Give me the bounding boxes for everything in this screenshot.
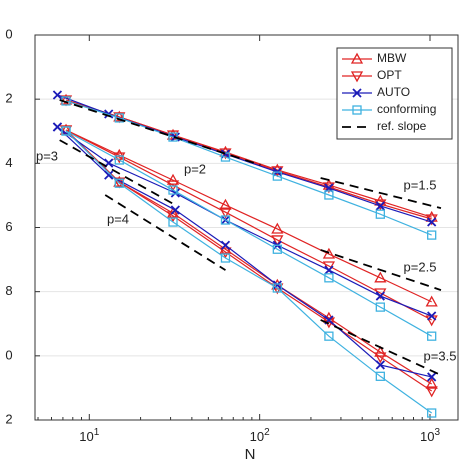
marker (427, 408, 437, 418)
annotation: p=3 (36, 148, 58, 163)
marker (272, 280, 282, 290)
marker (375, 371, 385, 381)
marker (219, 247, 232, 259)
marker (324, 331, 334, 341)
marker (271, 222, 284, 234)
marker (114, 113, 124, 123)
marker (352, 105, 362, 115)
annotation: p=1.5 (404, 177, 437, 192)
marker (61, 126, 71, 136)
marker (220, 253, 231, 263)
marker (170, 205, 180, 215)
marker (427, 311, 437, 321)
annotation: p=4 (107, 211, 129, 226)
marker (220, 149, 231, 159)
x-tick-label: 102 (250, 427, 270, 445)
marker (219, 198, 232, 210)
marker (113, 152, 126, 164)
marker (272, 244, 282, 254)
marker (427, 331, 437, 341)
marker (324, 265, 334, 275)
marker (427, 372, 437, 382)
marker (324, 190, 334, 200)
marker (272, 283, 282, 293)
plot-frame (34, 34, 459, 421)
marker (114, 178, 124, 188)
marker (425, 377, 438, 389)
marker (375, 360, 385, 370)
y-tick-label: 0 (5, 26, 12, 41)
marker (352, 88, 362, 98)
marker (166, 206, 180, 218)
marker (374, 345, 387, 357)
marker (322, 247, 336, 259)
legend-label: MBW (377, 51, 407, 65)
legend-label: OPT (377, 68, 402, 82)
marker (219, 207, 232, 219)
marker (113, 148, 126, 160)
marker (52, 122, 63, 132)
marker (114, 155, 124, 165)
x-axis-label: N (245, 446, 256, 463)
marker (375, 201, 385, 211)
x-tick-label: 101 (79, 427, 99, 445)
marker (220, 215, 231, 225)
marker (375, 209, 385, 219)
marker (104, 170, 114, 180)
marker (375, 302, 385, 312)
x-tick-label: 103 (420, 427, 440, 445)
marker (220, 240, 231, 250)
marker (425, 295, 438, 307)
marker (271, 235, 284, 247)
y-tick-label: 2 (5, 411, 12, 426)
marker (374, 352, 387, 364)
marker (168, 185, 178, 195)
annotation: p=3.5 (424, 348, 457, 363)
marker (427, 217, 437, 227)
marker (374, 271, 387, 283)
marker (52, 90, 63, 100)
y-tick-label: 6 (5, 219, 12, 234)
y-tick-label: 4 (5, 155, 12, 170)
series-line (59, 99, 442, 376)
marker (168, 132, 178, 142)
y-tick-label: 2 (5, 91, 12, 106)
marker (272, 171, 282, 181)
y-tick-label: 8 (5, 283, 12, 298)
marker (427, 230, 437, 240)
marker (168, 217, 178, 227)
legend-label: conforming (377, 102, 436, 116)
legend-label: ref. slope (377, 119, 427, 133)
marker (350, 52, 364, 64)
marker (166, 173, 180, 185)
marker (220, 152, 231, 162)
marker (350, 71, 364, 83)
legend-label: AUTO (377, 85, 410, 99)
series-line (65, 100, 433, 414)
marker (375, 291, 385, 301)
marker (425, 386, 438, 398)
y-tick-label: 0 (5, 347, 12, 362)
annotation: p=2.5 (404, 259, 437, 274)
annotation: p=2 (184, 161, 206, 176)
marker (324, 273, 334, 283)
